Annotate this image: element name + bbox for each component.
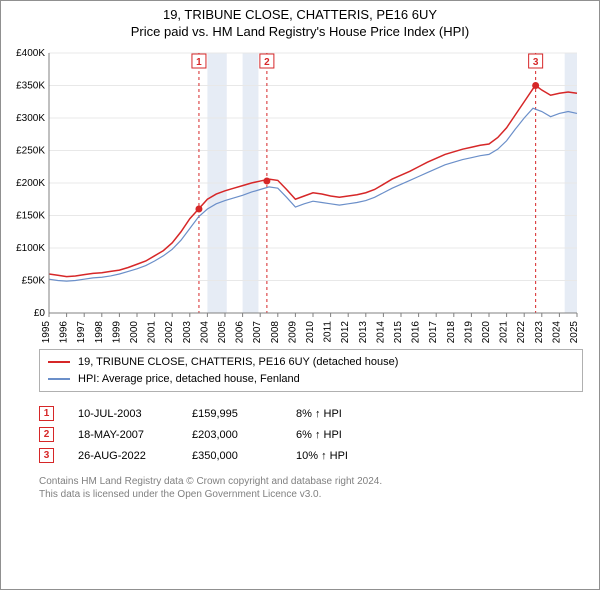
- svg-text:£350K: £350K: [16, 81, 45, 92]
- svg-text:£400K: £400K: [16, 48, 45, 59]
- price-chart: £0 £50K £100K £150K £200K £250K £300K £350K £400…: [9, 43, 585, 343]
- legend-label: HPI: Average price, detached house, Fenl…: [78, 371, 300, 388]
- svg-text:£0: £0: [34, 308, 46, 319]
- svg-text:£150K: £150K: [16, 211, 45, 222]
- legend-swatch: [48, 361, 70, 363]
- footer-line-2: This data is licensed under the Open Gov…: [39, 488, 583, 501]
- svg-text:£300K: £300K: [16, 113, 45, 124]
- sale-date: 18-MAY-2007: [78, 429, 168, 441]
- chart-area: £0 £50K £100K £150K £200K £250K £300K £350K £400…: [9, 43, 591, 343]
- sale-price: £203,000: [192, 429, 272, 441]
- sale-row: 3 26-AUG-2022 £350,000 10% ↑ HPI: [39, 448, 583, 463]
- sale-date: 26-AUG-2022: [78, 450, 168, 462]
- svg-text:2014: 2014: [375, 321, 386, 343]
- svg-text:1999: 1999: [111, 321, 122, 343]
- sale-row: 2 18-MAY-2007 £203,000 6% ↑ HPI: [39, 427, 583, 442]
- report-container: 19, TRIBUNE CLOSE, CHATTERIS, PE16 6UY P…: [0, 0, 600, 590]
- sale-hpi: 8% ↑ HPI: [296, 408, 386, 420]
- svg-text:£250K: £250K: [16, 146, 45, 157]
- sale-hpi: 10% ↑ HPI: [296, 450, 386, 462]
- sale-marker: 2: [39, 427, 54, 442]
- svg-text:2019: 2019: [463, 321, 474, 343]
- footer: Contains HM Land Registry data © Crown c…: [39, 475, 583, 501]
- svg-text:2022: 2022: [516, 321, 527, 343]
- subtitle: Price paid vs. HM Land Registry's House …: [9, 24, 591, 39]
- svg-text:1998: 1998: [94, 321, 105, 343]
- sales-table: 1 10-JUL-2003 £159,995 8% ↑ HPI 2 18-MAY-2007…: [39, 400, 583, 469]
- sale-marker: 3: [39, 448, 54, 463]
- svg-text:2005: 2005: [217, 321, 228, 343]
- legend-swatch: [48, 378, 70, 380]
- svg-text:2007: 2007: [252, 321, 263, 343]
- svg-text:2009: 2009: [287, 321, 298, 343]
- legend-label: 19, TRIBUNE CLOSE, CHATTERIS, PE16 6UY (…: [78, 354, 398, 371]
- svg-text:2020: 2020: [481, 321, 492, 343]
- sale-price: £350,000: [192, 450, 272, 462]
- svg-text:2012: 2012: [340, 321, 351, 343]
- svg-text:1: 1: [196, 57, 202, 68]
- svg-text:2006: 2006: [235, 321, 246, 343]
- svg-text:2008: 2008: [270, 321, 281, 343]
- svg-text:2015: 2015: [393, 321, 404, 343]
- footer-line-1: Contains HM Land Registry data © Crown c…: [39, 475, 583, 488]
- svg-text:£200K: £200K: [16, 178, 45, 189]
- svg-text:2003: 2003: [182, 321, 193, 343]
- svg-text:2016: 2016: [411, 321, 422, 343]
- sale-price: £159,995: [192, 408, 272, 420]
- svg-text:2002: 2002: [164, 321, 175, 343]
- svg-text:2011: 2011: [323, 321, 334, 343]
- legend: 19, TRIBUNE CLOSE, CHATTERIS, PE16 6UY (…: [39, 349, 583, 392]
- address-title: 19, TRIBUNE CLOSE, CHATTERIS, PE16 6UY: [9, 7, 591, 22]
- svg-text:2004: 2004: [199, 321, 210, 343]
- svg-text:2: 2: [264, 57, 270, 68]
- title-block: 19, TRIBUNE CLOSE, CHATTERIS, PE16 6UY P…: [9, 7, 591, 39]
- sale-hpi: 6% ↑ HPI: [296, 429, 386, 441]
- svg-text:1996: 1996: [59, 321, 70, 343]
- svg-text:2013: 2013: [358, 321, 369, 343]
- svg-text:£100K: £100K: [16, 243, 45, 254]
- sale-marker: 1: [39, 406, 54, 421]
- sale-date: 10-JUL-2003: [78, 408, 168, 420]
- sale-row: 1 10-JUL-2003 £159,995 8% ↑ HPI: [39, 406, 583, 421]
- svg-text:2024: 2024: [551, 321, 562, 343]
- svg-text:3: 3: [533, 57, 539, 68]
- svg-text:2010: 2010: [305, 321, 316, 343]
- svg-text:2025: 2025: [569, 321, 580, 343]
- svg-text:2001: 2001: [147, 321, 158, 343]
- svg-text:2023: 2023: [534, 321, 545, 343]
- svg-text:1995: 1995: [41, 321, 52, 343]
- svg-text:1997: 1997: [76, 321, 87, 343]
- svg-text:£50K: £50K: [22, 276, 46, 287]
- legend-row: 19, TRIBUNE CLOSE, CHATTERIS, PE16 6UY (…: [48, 354, 574, 371]
- svg-text:2000: 2000: [129, 321, 140, 343]
- svg-text:2017: 2017: [428, 321, 439, 343]
- legend-row: HPI: Average price, detached house, Fenl…: [48, 371, 574, 388]
- svg-text:2021: 2021: [499, 321, 510, 343]
- svg-text:2018: 2018: [446, 321, 457, 343]
